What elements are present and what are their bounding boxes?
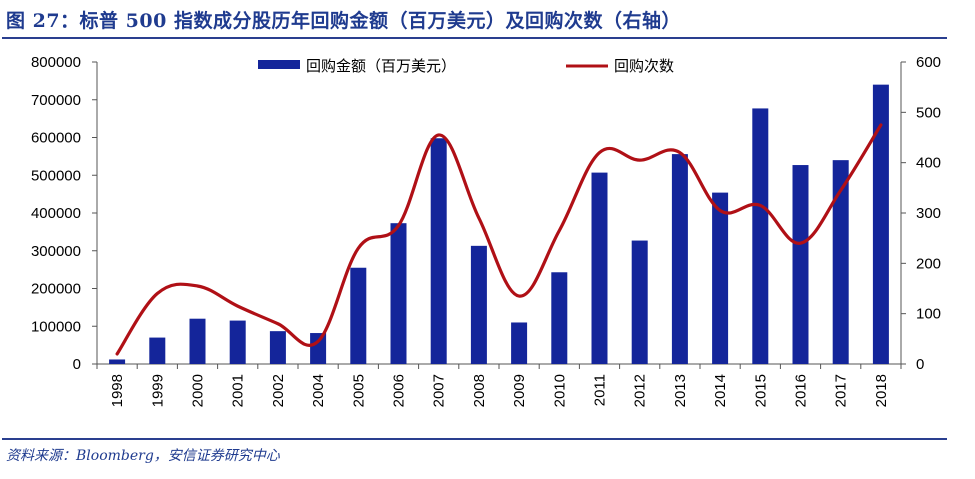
x-tick-label: 2015 [752,374,769,407]
x-tick-label: 2013 [672,374,689,407]
x-tick-label: 2017 [833,374,850,407]
bar-series [109,84,889,365]
bar [712,192,729,364]
y-left-tick-label: 700000 [31,92,81,109]
legend-bar-label: 回购金额（百万美元） [306,58,456,75]
bar [591,172,608,364]
x-tick-label: 2004 [310,374,327,407]
bar [792,165,809,364]
legend: 回购金额（百万美元） 回购次数 [258,58,674,75]
source-note: 资料来源：Bloomberg，安信证券研究中心 [6,448,280,464]
x-tick-label: 2006 [391,374,408,407]
bar [470,245,487,364]
bar [390,223,407,364]
y-left-tick-label: 600000 [31,130,81,147]
y-left-tick-label: 500000 [31,167,81,184]
title-divider [2,37,947,39]
x-tick-label: 2011 [592,374,609,406]
y-right-tick-label: 100 [916,306,941,323]
x-tick-label: 2012 [632,374,649,407]
bar [269,331,286,364]
line-path [115,123,883,356]
y-right-tick-label: 300 [916,205,941,222]
y-right-tick-label: 200 [916,255,941,272]
x-tick-label: 2002 [270,374,287,407]
bar [189,318,206,364]
y-left-tick-label: 800000 [31,54,81,71]
legend-line-label: 回购次数 [614,58,674,75]
x-tick-label: 2001 [230,374,247,407]
bar [832,160,849,364]
footer-divider [2,438,947,440]
x-tick-label: 2016 [793,374,810,407]
y-right-tick-label: 600 [916,54,941,71]
chart-title: 图 27：标普 500 指数成分股历年回购金额（百万美元）及回购次数（右轴） [6,10,681,32]
x-tick-label: 2008 [471,374,488,407]
y-right-tick-label: 500 [916,104,941,121]
y-left-tick-label: 200000 [31,281,81,298]
bar [149,337,166,364]
bar [229,320,246,364]
chart: 回购金额（百万美元） 回购次数 0 100000 200000 300000 40000… [31,54,941,407]
x-tick-label: 2014 [712,374,729,407]
y-left-tick-label: 300000 [31,243,81,260]
bar [551,272,568,364]
bar [752,108,769,365]
bar [350,267,367,364]
y-left-tick-label: 400000 [31,205,81,222]
bar [872,84,889,365]
x-tick-label: 2018 [873,374,890,407]
x-tick-label: 1999 [149,374,166,407]
x-tick-label: 2010 [551,374,568,407]
line-series [115,123,883,356]
bar [310,333,327,364]
x-tick-label: 2009 [511,374,528,407]
legend-bar-swatch [258,60,300,69]
y-right-tick-label: 400 [916,155,941,172]
x-tick-label: 1998 [109,374,126,407]
y-left-tick-label: 100000 [31,318,81,335]
bar [511,322,528,364]
bar [109,359,126,364]
x-tick-label: 2000 [190,374,207,407]
y-left-tick-label: 0 [73,356,81,373]
bar [671,154,688,364]
y-right-tick-label: 0 [916,356,924,373]
bar [631,240,648,364]
x-tick-label: 2005 [350,374,367,407]
bar [430,138,447,364]
x-tick-label: 2007 [431,374,448,407]
